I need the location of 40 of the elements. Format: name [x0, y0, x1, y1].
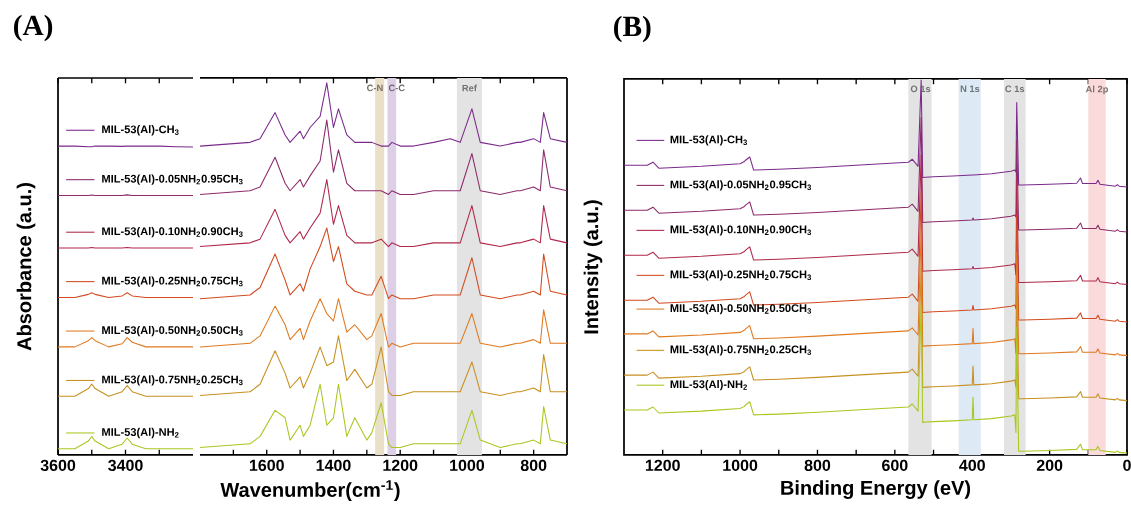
x-tick-label: 200 — [1036, 459, 1063, 472]
band-label: Ref — [462, 84, 477, 92]
legend-label: MIL-53(Al)-NH$_{2}$ — [102, 427, 179, 439]
y-axis-title: Intensity (a.u.) — [583, 200, 603, 334]
x-tick-label: 1000 — [450, 459, 485, 472]
x-tick-label: 3400 — [108, 459, 143, 472]
legend-label: MIL-53(Al)-CH$_{3}$ — [670, 135, 748, 146]
legend-label: MIL-53(Al)-0.75NH$_{2}$0.25CH$_{3}$ — [102, 375, 243, 386]
x-tick-label: 1200 — [645, 459, 680, 472]
legend-label: MIL-53(Al)-0.05NH$_{2}$0.95CH$_{3}$ — [102, 174, 243, 185]
legend-label: MIL-53(Al)-CH$_{3}$ — [102, 125, 179, 136]
x-tick-label: 1000 — [723, 459, 758, 472]
x-tick-label: 400 — [959, 459, 985, 472]
band-label: C 1s — [1005, 85, 1025, 93]
legend-label: MIL-53(Al)-0.50NH$_{2}$0.50CH$_{3}$ — [670, 303, 812, 315]
x-tick-label: 800 — [520, 459, 547, 472]
band-label: N 1s — [960, 85, 980, 93]
y-axis-title: Absorbance (a.u.) — [16, 183, 36, 351]
band-label: C-N — [367, 84, 383, 92]
x-tick-label: 800 — [804, 459, 831, 472]
legend-label: MIL-53(Al)-0.75NH$_{2}$0.25CH$_{3}$ — [670, 345, 812, 356]
legend-label: MIL-53(Al)-0.25NH$_{2}$0.75CH$_{3}$ — [102, 276, 243, 287]
x-tick-label: 0 — [1123, 459, 1131, 472]
legend-label: MIL-53(Al)-0.10NH$_{2}$0.90CH$_{3}$ — [102, 227, 243, 238]
chart-title: (B) — [614, 15, 651, 43]
x-tick-label: 1400 — [316, 459, 351, 472]
x-tick-label: 1200 — [383, 459, 418, 472]
legend-label: MIL-53(Al)-NH$_{2}$ — [670, 380, 748, 391]
band-label: C-C — [388, 84, 405, 92]
legend-label: MIL-53(Al)-0.10NH$_{2}$0.90CH$_{3}$ — [670, 225, 812, 236]
x-axis-title: Wavenumber(cm$^{-1}$) — [220, 480, 400, 501]
x-tick-label: 600 — [882, 459, 908, 472]
x-tick-label: 1600 — [249, 459, 284, 472]
x-axis-title: Binding Energy (eV) — [781, 480, 971, 499]
legend-label: MIL-53(Al)-0.25NH$_{2}$0.75CH$_{3}$ — [670, 270, 812, 281]
chart-title: (A) — [14, 14, 53, 42]
x-tick-label: 3600 — [40, 459, 76, 472]
legend-label: MIL-53(Al)-0.50NH$_{2}$0.50CH$_{3}$ — [102, 325, 243, 337]
legend-label: MIL-53(Al)-0.05NH$_{2}$0.95CH$_{3}$ — [670, 180, 812, 191]
band-label: Al 2p — [1085, 85, 1109, 95]
